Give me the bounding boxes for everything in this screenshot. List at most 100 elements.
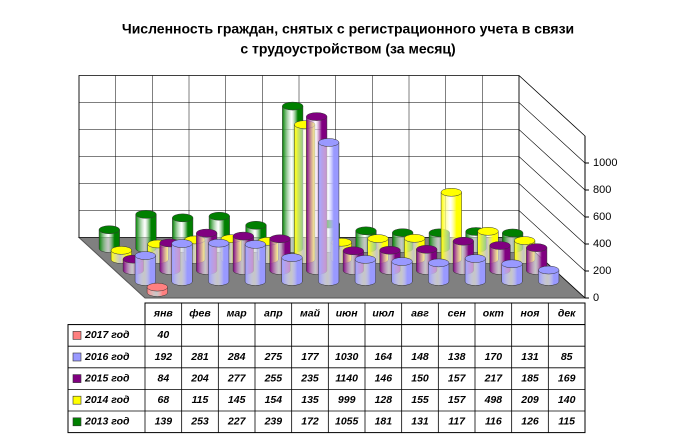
cylinder-body — [171, 243, 193, 286]
cylinder-top — [355, 226, 377, 236]
table-value: 131 — [521, 351, 539, 363]
cylinder-top — [208, 211, 230, 221]
cylinder-top — [477, 227, 499, 236]
table-value: 204 — [190, 372, 209, 384]
cylinder-top — [440, 188, 462, 197]
table-value: 140 — [558, 394, 576, 406]
table-value: 170 — [485, 351, 503, 363]
table-value: 150 — [411, 372, 429, 384]
table-value: 115 — [558, 416, 575, 428]
table-value: 131 — [411, 416, 429, 428]
cylinder-top — [452, 236, 474, 246]
cylinder-body — [208, 242, 230, 286]
y-tick-label: 0 — [593, 292, 599, 304]
legend-label: 2016 год — [84, 351, 130, 363]
legend-label: 2015 год — [84, 372, 130, 384]
table-value: 172 — [301, 416, 319, 428]
table-value: 255 — [264, 372, 283, 384]
chart-title: с трудоустройством (за месяц) — [240, 41, 455, 57]
bar — [391, 257, 413, 286]
table-value: 253 — [190, 416, 209, 428]
cylinder-top — [232, 231, 254, 241]
cylinder-top — [306, 112, 328, 121]
x-tick-label: фев — [189, 308, 211, 320]
cylinder-top — [501, 259, 523, 269]
bar — [428, 258, 450, 286]
cylinder-top — [269, 234, 291, 244]
bar — [146, 282, 168, 297]
bar — [134, 251, 156, 286]
x-tick-label: июн — [336, 308, 358, 320]
cylinder-body — [134, 255, 156, 286]
cylinder-top — [367, 234, 389, 243]
table-value: 185 — [521, 372, 539, 384]
cylinder-top — [135, 210, 157, 219]
cylinder-body — [244, 244, 266, 286]
cylinder-top — [196, 228, 218, 238]
grid-line — [79, 210, 586, 272]
table-value: 85 — [561, 351, 573, 363]
table-value: 115 — [192, 394, 209, 406]
table-value: 209 — [520, 394, 539, 406]
x-tick-label: янв — [153, 308, 174, 320]
table-value: 157 — [448, 372, 467, 384]
cylinder-top — [244, 240, 266, 249]
cylinder-top — [208, 238, 230, 248]
bar — [171, 239, 193, 286]
x-tick-label: июл — [372, 308, 394, 320]
table-value: 181 — [375, 416, 393, 428]
table-value: 1030 — [335, 351, 359, 363]
bar — [501, 259, 523, 286]
x-tick-label: май — [300, 308, 321, 320]
cylinder-top — [379, 246, 401, 255]
bar — [318, 138, 340, 286]
table-value: 84 — [157, 372, 169, 384]
x-tick-label: ноя — [521, 308, 540, 320]
y-tick-label: 200 — [593, 265, 611, 277]
cylinder-top — [134, 251, 156, 260]
table-value: 116 — [485, 416, 502, 428]
table-value: 239 — [264, 416, 283, 428]
bar — [98, 225, 120, 253]
table-value: 217 — [484, 372, 504, 384]
x-tick-label: окт — [483, 308, 504, 320]
table-border — [67, 324, 586, 434]
cylinder-top — [354, 255, 376, 264]
table-value: 148 — [411, 351, 429, 363]
cylinder-top — [526, 243, 548, 252]
table-value: 275 — [264, 351, 283, 363]
legend-swatch — [72, 331, 82, 340]
cylinder-top — [146, 282, 168, 292]
table-value: 227 — [227, 416, 247, 428]
cylinder-top — [514, 236, 536, 245]
table-value: 235 — [300, 372, 319, 384]
cylinder-top — [489, 241, 511, 250]
table-value: 117 — [448, 416, 466, 428]
table-value: 169 — [558, 372, 576, 384]
table-value: 192 — [155, 351, 173, 363]
table-value: 68 — [157, 394, 169, 406]
y-tick-label: 1000 — [593, 157, 617, 169]
bar — [354, 255, 376, 286]
legend-swatch — [72, 395, 82, 405]
table-value: 177 — [301, 351, 320, 363]
table-value: 164 — [375, 351, 393, 363]
grid-line — [79, 183, 586, 245]
table-value: 498 — [484, 394, 503, 406]
cylinder-body — [538, 269, 560, 286]
cylinder-body — [501, 263, 523, 286]
cylinder-top — [502, 228, 524, 238]
cylinder-body — [464, 258, 486, 286]
x-tick-label: сен — [448, 308, 467, 320]
cylinder-body — [428, 262, 450, 286]
legend-label: 2013 год — [84, 416, 130, 428]
cylinder-body — [354, 259, 376, 286]
table-value: 281 — [190, 351, 209, 363]
table-value: 155 — [411, 394, 429, 406]
table-value: 139 — [155, 416, 173, 428]
bar — [464, 254, 486, 286]
table-value: 128 — [375, 394, 393, 406]
bar — [281, 253, 303, 286]
table-value: 146 — [375, 372, 393, 384]
x-tick-label: авг — [411, 308, 429, 320]
